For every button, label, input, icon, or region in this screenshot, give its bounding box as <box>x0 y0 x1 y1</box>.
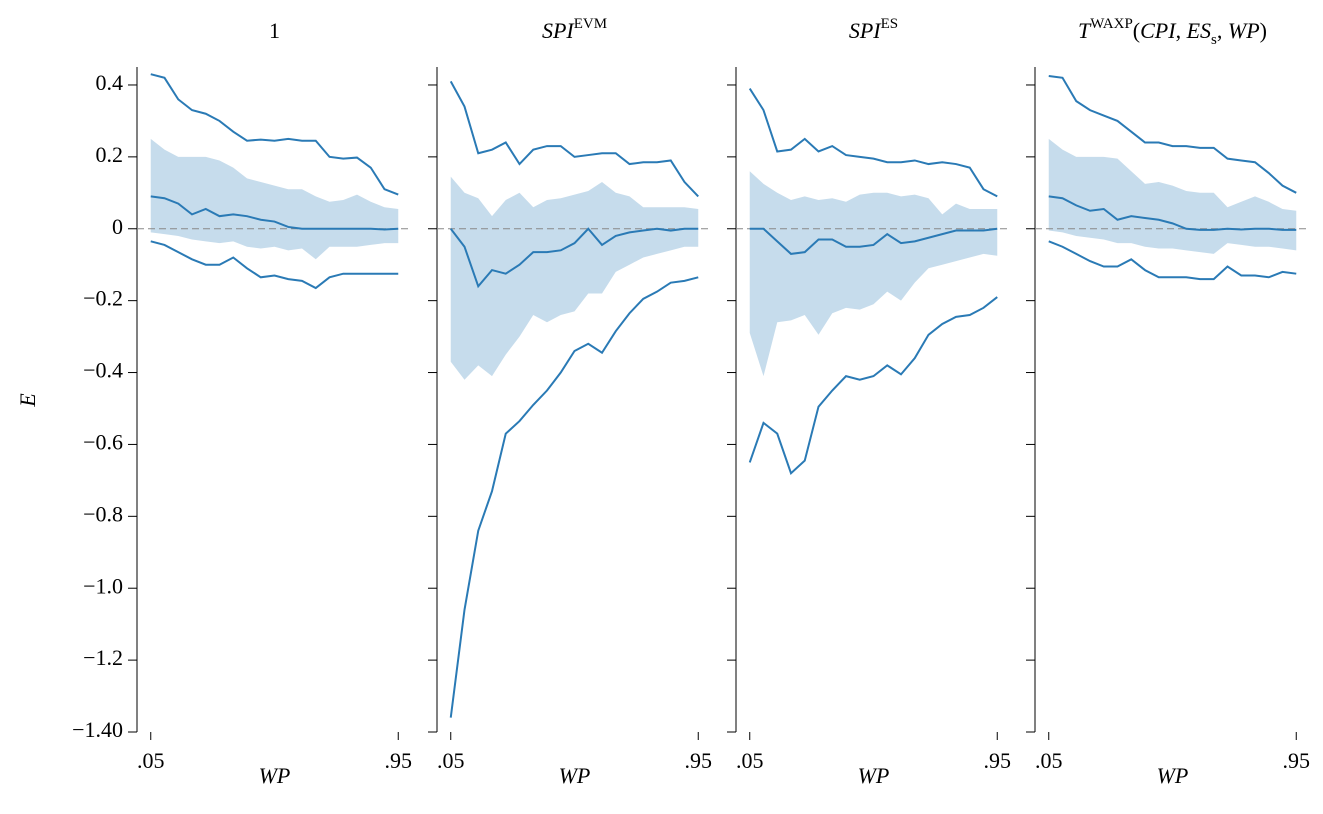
x-axis-label: WP <box>858 763 890 788</box>
x-tick-label: .95 <box>385 748 413 773</box>
title-part: WP <box>1228 18 1260 43</box>
title-part: ES <box>1186 18 1211 43</box>
y-tick-label: 0 <box>112 214 123 239</box>
line <box>150 73 399 196</box>
title-part: s <box>1211 32 1217 48</box>
confidence-band <box>749 171 998 377</box>
line <box>449 80 699 198</box>
line <box>1048 240 1297 281</box>
panel-title: TWAXP(CPI, ESs, WP) <box>1078 16 1267 48</box>
confidence-band <box>450 176 699 380</box>
x-tick-label: .95 <box>1283 748 1311 773</box>
line <box>1048 195 1297 231</box>
confidence-band <box>150 138 399 260</box>
line <box>150 240 399 290</box>
line <box>449 227 699 289</box>
x-tick-label: .05 <box>137 748 165 773</box>
title-part: ( <box>1133 18 1140 43</box>
x-axis-label: WP <box>259 763 291 788</box>
y-tick-label: −1.2 <box>83 645 123 670</box>
title-part: WAXP <box>1090 16 1133 32</box>
x-axis-label: WP <box>559 763 591 788</box>
line <box>449 276 699 718</box>
line <box>748 88 998 198</box>
panel-title: SPIES <box>849 16 898 43</box>
title-part: T <box>1078 18 1092 43</box>
line <box>748 296 998 475</box>
y-tick-label: 0.2 <box>96 142 124 167</box>
y-tick-label: −0.2 <box>83 286 123 311</box>
y-axis-label: E <box>15 393 40 408</box>
title-part: SPI <box>849 18 882 43</box>
panel-title: 1 <box>269 18 280 43</box>
x-tick-label: .95 <box>685 748 713 773</box>
line <box>1048 74 1297 194</box>
x-axis-label: WP <box>1157 763 1189 788</box>
y-tick-label: −0.4 <box>83 358 123 383</box>
y-tick-label: −0.8 <box>83 501 123 526</box>
y-tick-label: −1.40 <box>72 717 123 742</box>
title-part: 1 <box>269 18 280 43</box>
title-part: ES <box>881 16 899 32</box>
line <box>749 227 998 255</box>
x-tick-label: .05 <box>437 748 465 773</box>
title-part: , <box>1176 18 1187 43</box>
x-tick-label: .95 <box>984 748 1012 773</box>
title-part: EVM <box>574 16 607 32</box>
y-tick-label: −0.6 <box>83 429 123 454</box>
title-part: , <box>1217 18 1228 43</box>
x-tick-label: .05 <box>1035 748 1063 773</box>
title-part: ) <box>1260 18 1267 43</box>
y-tick-label: −1.0 <box>83 573 123 598</box>
title-part: CPI <box>1140 18 1177 43</box>
panel-title: SPIEVM <box>542 16 607 43</box>
title-part: SPI <box>542 18 575 43</box>
y-tick-label: 0.4 <box>96 70 124 95</box>
confidence-band <box>1048 138 1297 254</box>
x-tick-label: .05 <box>736 748 764 773</box>
line <box>150 195 399 231</box>
